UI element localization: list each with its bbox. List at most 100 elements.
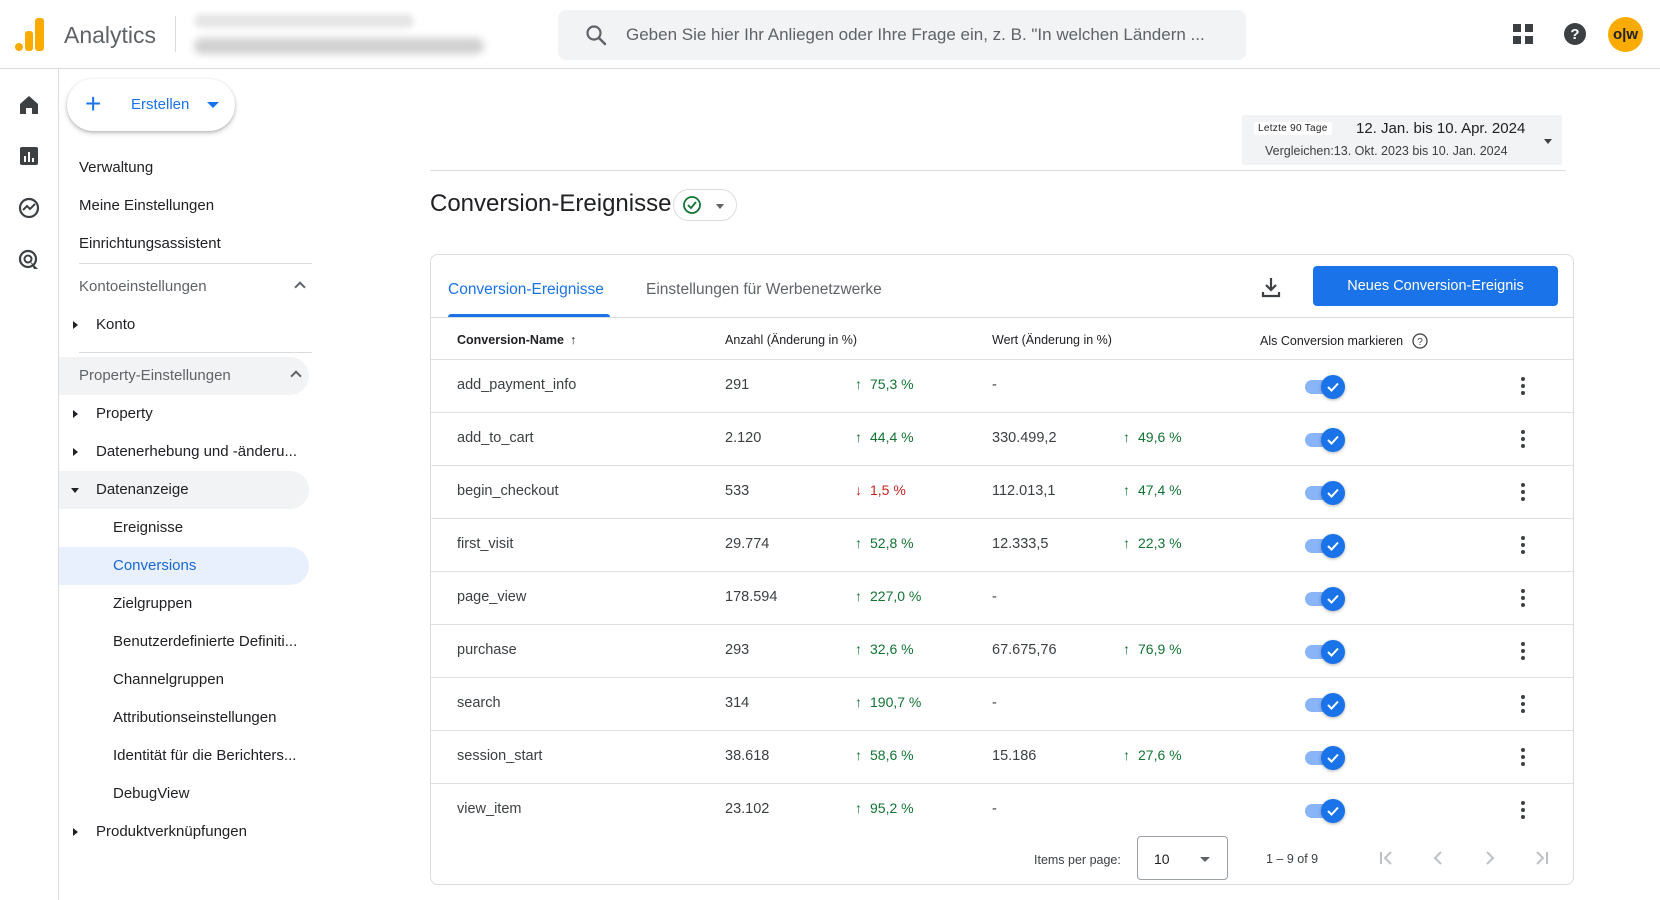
left-rail <box>0 69 59 900</box>
table-row[interactable]: begin_checkout 533 ↓ 1,5 % 112.013,1 ↑ 47,4 % <box>431 465 1573 518</box>
status-dropdown[interactable] <box>673 189 737 221</box>
conversions-card: Conversion-Ereignisse Einstellungen für … <box>430 254 1574 885</box>
search-input[interactable]: Geben Sie hier Ihr Anliegen oder Ihre Fr… <box>626 25 1205 44</box>
column-header-mark: Als Conversion markieren ? <box>1260 333 1428 349</box>
count-value: 293 <box>725 642 750 658</box>
sidebar-item-channelgruppen[interactable]: Channelgruppen <box>59 661 325 699</box>
last-page-icon[interactable] <box>1530 846 1554 870</box>
mark-conversion-toggle[interactable] <box>1305 587 1347 611</box>
arrow-up-icon: ↑ <box>1123 535 1130 551</box>
sidebar-item-zielgruppen[interactable]: Zielgruppen <box>59 585 325 623</box>
value-value: - <box>992 377 997 393</box>
arrow-up-icon: ↑ <box>855 694 862 710</box>
mark-conversion-toggle[interactable] <box>1305 428 1347 452</box>
sidebar-item-label: Attributionseinstellungen <box>113 709 277 726</box>
apps-grid-icon[interactable] <box>1511 22 1535 46</box>
mark-conversion-toggle[interactable] <box>1305 481 1347 505</box>
mark-conversion-toggle[interactable] <box>1305 375 1347 399</box>
sidebar-item-label: Datenanzeige <box>96 481 189 498</box>
analytics-logo[interactable] <box>15 17 45 51</box>
mark-conversion-toggle[interactable] <box>1305 799 1347 823</box>
sidebar-item-meine-einstellungen[interactable]: Meine Einstellungen <box>59 187 325 225</box>
arrow-up-icon: ↑ <box>855 376 862 392</box>
conversion-name: purchase <box>457 642 517 658</box>
sidebar-item-debugview[interactable]: DebugView <box>59 775 325 813</box>
column-header-count[interactable]: Anzahl (Änderung in %) <box>725 333 858 347</box>
value-change: ↑ 49,6 % <box>1123 429 1182 445</box>
more-vert-icon[interactable] <box>1511 374 1535 398</box>
more-vert-icon[interactable] <box>1511 745 1535 769</box>
column-header-value[interactable]: Wert (Änderung in %) <box>992 333 1112 347</box>
avatar[interactable]: o|w <box>1608 17 1643 52</box>
chevron-down-icon <box>1544 139 1552 144</box>
items-per-page-select[interactable]: 10 <box>1137 836 1228 880</box>
more-vert-icon[interactable] <box>1511 533 1535 557</box>
sidebar-item-ereignisse[interactable]: Ereignisse <box>59 509 325 547</box>
check-icon <box>1321 640 1345 664</box>
help-outline-icon[interactable]: ? <box>1411 333 1428 349</box>
next-page-icon[interactable] <box>1478 846 1502 870</box>
more-vert-icon[interactable] <box>1511 480 1535 504</box>
advertising-icon[interactable] <box>17 248 41 272</box>
sidebar-item-identitaet[interactable]: Identität für die Berichters... <box>59 737 325 775</box>
table-row[interactable]: first_visit 29.774 ↑ 52,8 % 12.333,5 ↑ 22,3 % <box>431 518 1573 571</box>
sidebar-item-konto[interactable]: Konto <box>59 306 325 344</box>
sidebar-item-verwaltung[interactable]: Verwaltung <box>59 149 325 187</box>
value-value: 15.186 <box>992 748 1037 764</box>
items-per-page-value: 10 <box>1154 851 1170 867</box>
sidebar-item-property[interactable]: Property <box>59 395 325 433</box>
sidebar-item-benutzerdefinierte-definitionen[interactable]: Benutzerdefinierte Definiti... <box>59 623 325 661</box>
mark-conversion-toggle[interactable] <box>1305 693 1347 717</box>
sidebar-item-label: Property <box>96 405 153 422</box>
table-row[interactable]: add_to_cart 2.120 ↑ 44,4 % 330.499,2 ↑ 49,6 % <box>431 412 1573 465</box>
table-row[interactable]: purchase 293 ↑ 32,6 % 67.675,76 ↑ 76,9 % <box>431 624 1573 677</box>
table-row[interactable]: view_item 23.102 ↑ 95,2 % - <box>431 783 1573 836</box>
previous-page-icon[interactable] <box>1426 846 1450 870</box>
sidebar-item-attributionseinstellungen[interactable]: Attributionseinstellungen <box>59 699 325 737</box>
download-icon[interactable] <box>1259 275 1283 299</box>
account-selector[interactable] <box>190 10 530 58</box>
top-divider <box>175 16 176 52</box>
count-value: 314 <box>725 695 750 711</box>
more-vert-icon[interactable] <box>1511 692 1535 716</box>
first-page-icon[interactable] <box>1374 846 1398 870</box>
table-row[interactable]: page_view 178.594 ↑ 227,0 % - <box>431 571 1573 624</box>
sidebar-item-einrichtungsassistent[interactable]: Einrichtungsassistent <box>59 225 325 263</box>
sidebar-item-label: Verwaltung <box>79 159 154 176</box>
check-icon <box>1321 428 1345 452</box>
column-header-name[interactable]: Conversion-Name ↑ <box>457 333 577 347</box>
help-icon[interactable]: ? <box>1563 22 1587 46</box>
table-row[interactable]: add_payment_info 291 ↑ 75,3 % - <box>431 359 1573 412</box>
count-change-text: 58,6 % <box>870 747 914 763</box>
sidebar-section-kontoeinstellungen[interactable]: Kontoeinstellungen <box>59 268 325 306</box>
tab-conversion-ereignisse[interactable]: Conversion-Ereignisse <box>448 281 604 298</box>
mark-conversion-toggle[interactable] <box>1305 534 1347 558</box>
reports-icon[interactable] <box>17 144 41 168</box>
sidebar-item-datenerhebung[interactable]: Datenerhebung und -änderu... <box>59 433 325 471</box>
more-vert-icon[interactable] <box>1511 639 1535 663</box>
check-icon <box>1321 746 1345 770</box>
tab-werbenetzwerke[interactable]: Einstellungen für Werbenetzwerke <box>646 281 882 298</box>
create-button[interactable]: + Erstellen <box>67 79 235 131</box>
count-change: ↑ 75,3 % <box>855 376 914 392</box>
home-icon[interactable] <box>17 93 41 117</box>
conversion-name: add_to_cart <box>457 430 534 446</box>
sidebar-item-conversions[interactable]: Conversions <box>59 547 309 585</box>
mark-conversion-toggle[interactable] <box>1305 640 1347 664</box>
more-vert-icon[interactable] <box>1511 798 1535 822</box>
explore-icon[interactable] <box>17 196 41 220</box>
new-conversion-button[interactable]: Neues Conversion-Ereignis <box>1313 266 1558 306</box>
sidebar-item-datenanzeige[interactable]: Datenanzeige <box>59 471 309 509</box>
sidebar-section-property-einstellungen[interactable]: Property-Einstellungen <box>59 357 309 395</box>
value-value: - <box>992 589 997 605</box>
more-vert-icon[interactable] <box>1511 586 1535 610</box>
table-row[interactable]: search 314 ↑ 190,7 % - <box>431 677 1573 730</box>
count-change-text: 227,0 % <box>870 588 922 604</box>
nav-divider <box>79 352 312 353</box>
date-range-picker[interactable]: Letzte 90 Tage 12. Jan. bis 10. Apr. 202… <box>1242 115 1562 165</box>
more-vert-icon[interactable] <box>1511 427 1535 451</box>
search-bar[interactable]: Geben Sie hier Ihr Anliegen oder Ihre Fr… <box>558 10 1246 60</box>
sidebar-item-produktverknuepfungen[interactable]: Produktverknüpfungen <box>59 813 325 851</box>
mark-conversion-toggle[interactable] <box>1305 746 1347 770</box>
table-row[interactable]: session_start 38.618 ↑ 58,6 % 15.186 ↑ 27,6 % <box>431 730 1573 783</box>
